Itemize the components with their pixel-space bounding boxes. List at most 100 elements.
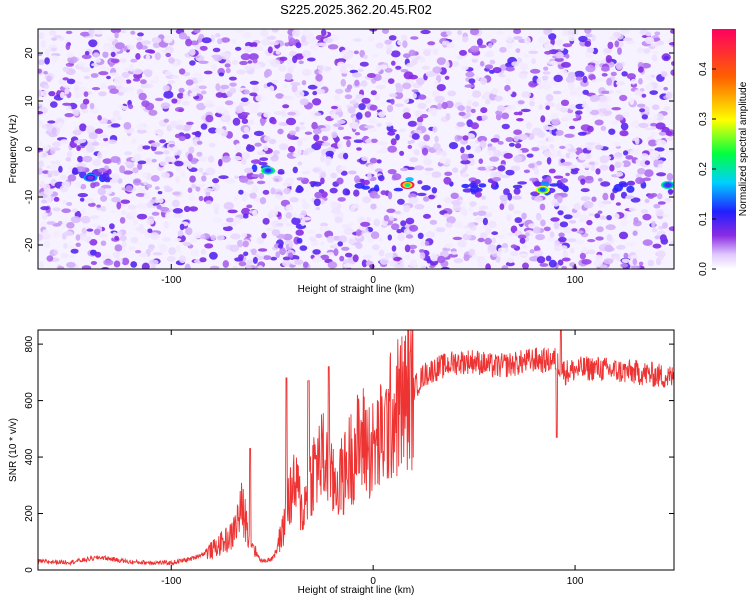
heatmap-cell <box>362 196 372 204</box>
heatmap-cell <box>654 235 661 240</box>
heatmap-cell <box>380 145 389 154</box>
heatmap-cell <box>145 54 151 61</box>
heatmap-cell <box>533 250 544 256</box>
heatmap-cell <box>413 129 422 134</box>
heatmap-cell <box>402 40 408 48</box>
heatmap-cell <box>508 142 515 147</box>
heatmap-cell <box>279 143 289 151</box>
heatmap-cell <box>606 234 613 242</box>
heatmap-cell <box>638 66 644 73</box>
heatmap-cell <box>366 73 376 78</box>
heatmap-cell <box>296 237 303 244</box>
heatmap-cell <box>53 230 61 239</box>
heatmap-cell <box>623 37 633 42</box>
heatmap-cell <box>86 228 94 232</box>
heatmap-cell <box>561 61 571 68</box>
heatmap-cell <box>369 157 378 164</box>
heatmap-cell <box>222 260 229 268</box>
y-tick-label: 0 <box>24 146 35 152</box>
heatmap-cell <box>42 212 48 217</box>
heatmap-cell <box>542 71 551 75</box>
heatmap-cell <box>657 159 664 165</box>
heatmap-cell <box>215 83 221 91</box>
heatmap-cell <box>47 120 56 124</box>
heatmap-cell <box>40 180 45 187</box>
heatmap-cell <box>146 218 155 225</box>
heatmap-cell <box>246 171 254 180</box>
heatmap-cell <box>376 159 382 164</box>
heatmap-cell <box>501 123 510 130</box>
heatmap-cell <box>342 259 350 264</box>
heatmap-cell <box>426 258 432 264</box>
heatmap-cell <box>273 111 283 115</box>
heatmap-cell <box>270 59 281 68</box>
heatmap-cell <box>256 45 263 51</box>
heatmap-cell <box>40 221 48 229</box>
heatmap-cell <box>403 254 411 260</box>
heatmap-cell <box>235 105 244 114</box>
heatmap-cell <box>577 131 587 136</box>
heatmap-cell <box>57 266 65 269</box>
heatmap-cell <box>196 74 204 83</box>
heatmap-cell <box>475 76 480 81</box>
heatmap-cell <box>387 191 393 200</box>
heatmap-cell <box>117 178 123 184</box>
heatmap-cell <box>242 240 249 248</box>
heatmap-cell <box>535 212 542 221</box>
heatmap-cell <box>137 32 144 37</box>
heatmap-cell <box>185 227 193 236</box>
heatmap-cell <box>424 171 431 176</box>
heatmap-cell <box>263 135 271 142</box>
heatmap-cell <box>467 158 476 166</box>
heatmap-cell <box>443 176 452 185</box>
heatmap-cell <box>204 243 214 249</box>
heatmap-cell <box>654 31 661 36</box>
heatmap-cell <box>611 107 622 111</box>
heatmap-cell <box>224 100 234 106</box>
heatmap-cell <box>467 222 475 228</box>
heatmap-cell <box>201 37 212 44</box>
heatmap-cell <box>72 129 83 136</box>
heatmap-cell <box>243 251 249 257</box>
heatmap-cell <box>64 113 74 118</box>
heatmap-cell <box>606 104 611 111</box>
heatmap-cell <box>581 103 589 108</box>
heatmap-cell <box>644 169 654 178</box>
heatmap-cell <box>564 133 575 138</box>
heatmap-cell <box>409 139 415 144</box>
heatmap-cell <box>140 40 152 45</box>
heatmap-cell <box>364 111 372 118</box>
heatmap-cell <box>157 191 163 195</box>
heatmap-cell <box>287 111 296 116</box>
heatmap-cell <box>91 142 100 146</box>
colorbar-ticks: 0.0 0.1 0.2 0.3 0.4 <box>698 62 716 276</box>
heatmap-cell <box>490 138 500 143</box>
heatmap-cell <box>475 216 483 222</box>
heatmap-cell <box>582 89 589 95</box>
heatmap-cell <box>625 242 636 247</box>
heatmap-cell <box>179 223 185 231</box>
heatmap-cell <box>400 220 407 227</box>
heatmap-cell <box>397 234 405 241</box>
heatmap-cell <box>53 249 58 256</box>
heatmap-cell <box>437 255 446 264</box>
heatmap-cell <box>664 197 672 203</box>
heatmap-cell <box>623 150 629 156</box>
heatmap-cell <box>254 142 262 147</box>
heatmap-cell <box>409 259 418 267</box>
heatmap-cell <box>220 84 230 90</box>
heatmap-cell <box>461 183 470 189</box>
heatmap-cell <box>600 125 607 131</box>
heatmap-cell <box>587 125 594 133</box>
heatmap-cell <box>178 68 186 75</box>
heatmap-cell <box>462 208 468 217</box>
heatmap-cell <box>38 160 44 168</box>
heatmap-cell <box>235 46 242 51</box>
heatmap-cell <box>377 141 388 146</box>
heatmap-cell <box>285 212 293 219</box>
heatmap-cell <box>353 38 362 42</box>
heatmap-cell <box>355 242 363 249</box>
heatmap-cell <box>431 108 437 117</box>
heatmap-cell <box>469 201 477 207</box>
heatmap-cell <box>224 63 231 68</box>
